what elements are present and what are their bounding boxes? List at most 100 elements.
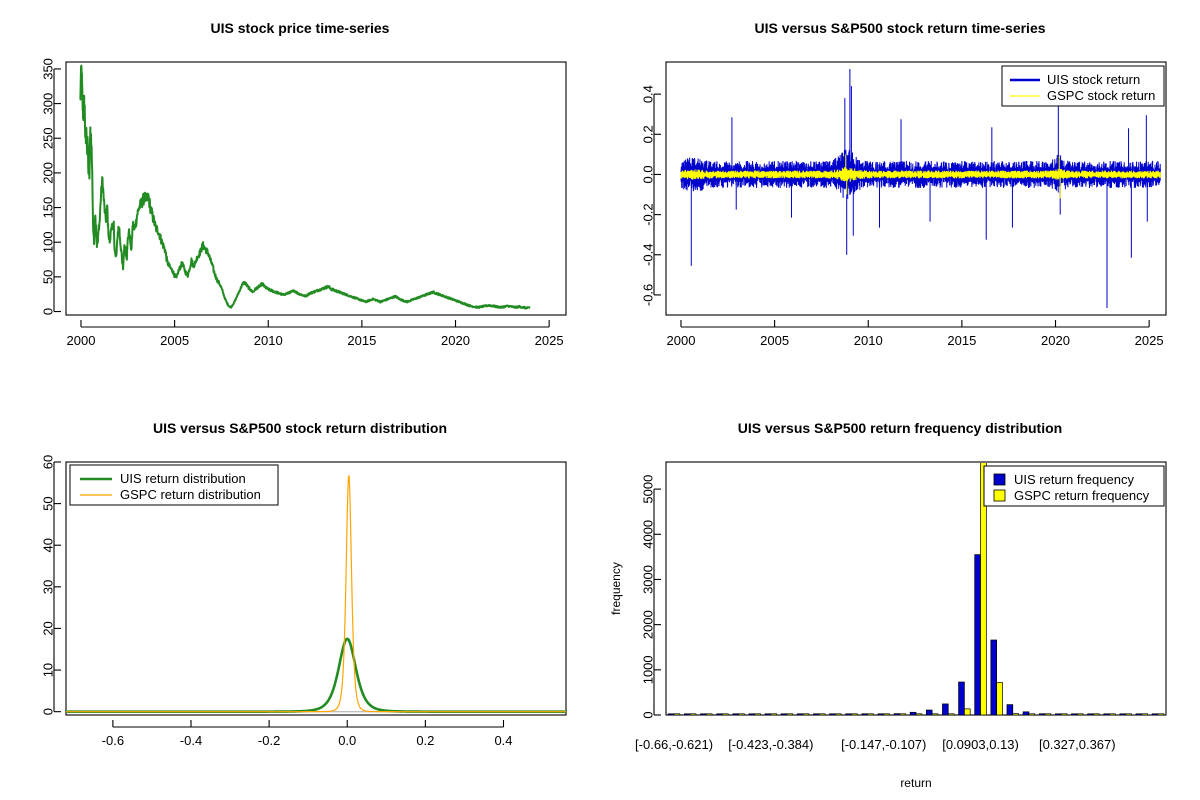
panel-return-timeseries: UIS versus S&P500 stock return time-seri…: [600, 0, 1200, 400]
histogram-bar: [1125, 713, 1132, 715]
x-tick-label: 2005: [160, 333, 189, 348]
y-tick-label: 350: [41, 58, 56, 80]
histogram-bar: [764, 713, 772, 715]
histogram-bar: [915, 713, 923, 715]
histogram-bar: [748, 713, 756, 715]
histogram-bar: [1028, 713, 1036, 715]
x-tick-label: -0.2: [258, 733, 280, 748]
histogram-bar: [1157, 713, 1165, 715]
histogram-bar: [974, 554, 981, 715]
histogram-bar: [1103, 713, 1110, 715]
density-curve: [65, 475, 567, 713]
legend-label: GSPC stock return: [1047, 88, 1155, 103]
histogram-bar: [1022, 711, 1030, 715]
y-tick-label: 0: [41, 708, 56, 715]
histogram-bar: [835, 713, 842, 715]
y-tick-label: 2000: [641, 610, 656, 639]
legend-label: GSPC return distribution: [120, 487, 261, 502]
y-tick-label: 10: [41, 663, 56, 677]
histogram-bar: [689, 713, 697, 715]
histogram-bar: [770, 713, 777, 715]
y-tick-label: 300: [41, 93, 56, 115]
histogram-bar: [899, 713, 907, 715]
y-tick-label: -0.2: [641, 203, 656, 225]
y-tick-label: 50: [41, 496, 56, 510]
legend-label: UIS return distribution: [120, 471, 246, 486]
x-tick-label: 2010: [254, 333, 283, 348]
y-tick-label: 60: [41, 455, 56, 469]
legend-label: UIS return frequency: [1014, 472, 1134, 487]
histogram-bar: [845, 713, 852, 715]
histogram-bar: [1012, 713, 1019, 715]
histogram-bar: [1055, 713, 1062, 715]
x-tick-label: -0.4: [180, 733, 202, 748]
histogram-bar: [818, 713, 826, 715]
histogram-bar: [893, 713, 901, 715]
y-tick-label: 40: [41, 538, 56, 552]
histogram-bar: [964, 708, 971, 715]
x-tick-label: 2010: [854, 333, 883, 348]
histogram-bar: [867, 713, 874, 715]
panel-title-return-timeseries: UIS versus S&P500 stock return time-seri…: [754, 20, 1046, 36]
histogram-bar: [754, 713, 761, 715]
x-tick-label: [0.0903,0.13): [942, 737, 1019, 752]
histogram-bar: [1135, 713, 1143, 715]
histogram-bar: [1060, 713, 1068, 715]
y-tick-label: 0.0: [641, 165, 656, 183]
legend-label: GSPC return frequency: [1014, 488, 1150, 503]
histogram-bar: [796, 713, 804, 715]
histogram-bar: [1119, 713, 1127, 715]
x-tick-label: 0.0: [338, 733, 356, 748]
y-tick-label: 200: [41, 162, 56, 184]
y-tick-label: 0: [641, 711, 656, 718]
histogram-bar: [1151, 713, 1159, 715]
histogram-bar: [1071, 713, 1078, 715]
y-tick-label: 0.4: [641, 85, 656, 103]
histogram-bar: [673, 713, 681, 715]
histogram-bar: [716, 713, 723, 715]
histogram-bar: [732, 713, 739, 715]
histogram-bar: [1141, 713, 1148, 715]
chart-return-distribution: 0 10 20 30 40 50 60 -0.6 -0.4 -0.2 0.0 0.2 0.4 UIS re…: [41, 455, 567, 748]
histogram-bar: [877, 713, 885, 715]
x-tick-label: [-0.147,-0.107): [841, 737, 926, 752]
x-tick-label: 2020: [441, 333, 470, 348]
histogram-bar: [802, 713, 810, 715]
histogram-bar: [1044, 713, 1052, 715]
histogram-bar: [883, 713, 890, 715]
y-tick-label: 30: [41, 580, 56, 594]
histogram-bar: [931, 713, 939, 715]
x-tick-label: [-0.423,-0.384): [728, 737, 813, 752]
x-tick-label: 2020: [1041, 333, 1070, 348]
histogram-bar: [738, 713, 745, 715]
y-tick-label: 150: [41, 197, 56, 219]
y-tick-label: 5000: [641, 475, 656, 504]
x-tick-label: [0.327,0.367): [1039, 737, 1116, 752]
panel-return-distribution: UIS versus S&P500 stock return distribut…: [0, 400, 600, 800]
x-tick-label: 0.4: [494, 733, 512, 748]
x-tick-label: [-0.66,-0.621): [635, 737, 713, 752]
x-tick-label: -0.6: [102, 733, 124, 748]
histogram-bar: [996, 682, 1003, 715]
y-tick-label: 0.2: [641, 125, 656, 143]
histogram-bar: [1093, 713, 1100, 715]
series-line: [79, 64, 531, 310]
histogram-bar: [700, 713, 707, 715]
y-tick-label: 1000: [641, 655, 656, 684]
y-tick-label: 20: [41, 621, 56, 635]
histogram-bar: [947, 713, 955, 715]
x-tick-label: 2000: [67, 333, 96, 348]
panel-return-frequency-distribution: UIS versus S&P500 return frequency distr…: [600, 400, 1200, 800]
histogram-bar: [909, 711, 917, 715]
histogram-bar: [829, 713, 836, 715]
panel-title-return-frequency-distribution: UIS versus S&P500 return frequency distr…: [737, 420, 1063, 436]
chart-return-frequency-distribution: 0 1000 2000 3000 4000 5000 frequency return [-0.…: [609, 461, 1167, 790]
chart-price-timeseries: 0 50 100 150 200 250 300 350 2000 2005 2010 2015 202…: [41, 58, 567, 348]
y-axis-title: frequency: [609, 562, 623, 615]
panel-title-return-distribution: UIS versus S&P500 stock return distribut…: [152, 420, 448, 436]
y-tick-label: 4000: [641, 520, 656, 549]
